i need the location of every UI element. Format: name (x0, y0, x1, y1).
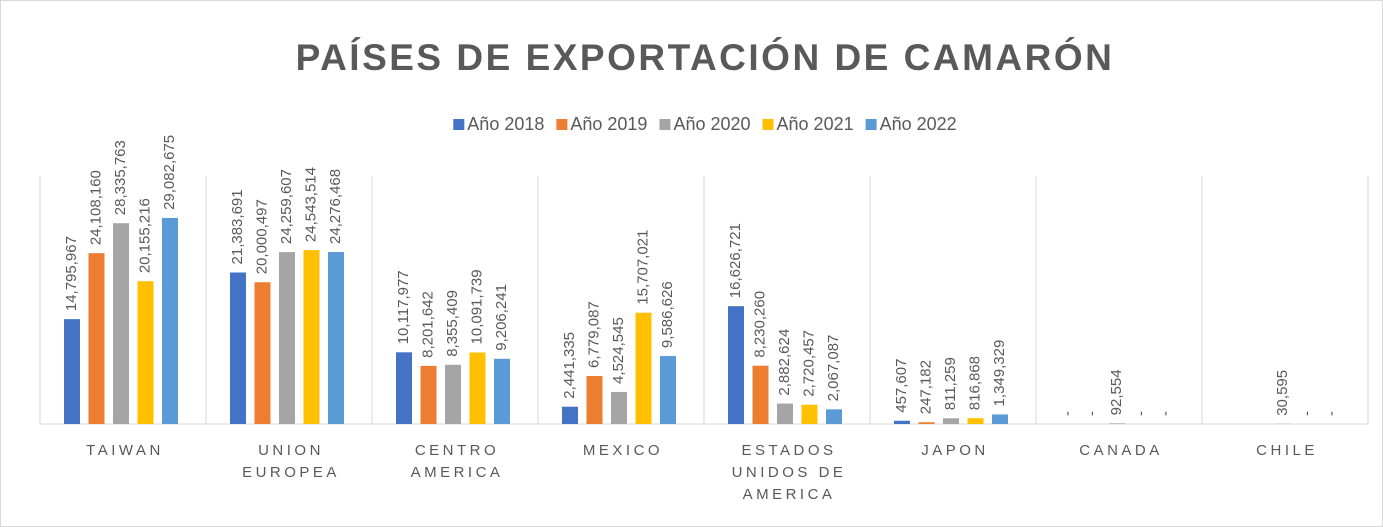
bar (967, 418, 984, 424)
bar (826, 409, 842, 424)
x-tick-label: MEXICO (582, 442, 664, 459)
bar (586, 375, 603, 424)
x-tick-label: ESTADOS UNIDOS DE AMERICA (731, 442, 847, 503)
data-label: - (1059, 411, 1076, 416)
data-label: 20,155,216 (136, 198, 153, 273)
data-label: - (1083, 411, 1100, 416)
bar (562, 406, 578, 424)
bar (611, 391, 627, 424)
data-label: 30,595 (1274, 370, 1291, 416)
data-label: 20,000,497 (253, 199, 270, 274)
data-label: 24,543,514 (302, 167, 319, 242)
x-tick-label: TAIWAN (86, 442, 164, 459)
bar (113, 223, 129, 424)
data-label: 24,276,468 (327, 169, 344, 244)
data-label: 24,259,607 (278, 169, 295, 244)
data-label: 1,349,329 (991, 340, 1008, 407)
data-label: 6,779,087 (585, 301, 602, 368)
data-label: 9,206,241 (493, 284, 510, 351)
bar (801, 404, 818, 424)
data-label: 92,554 (1108, 369, 1125, 415)
data-label: 10,091,739 (468, 269, 485, 344)
data-label: 14,795,967 (63, 236, 80, 311)
data-label: 2,720,457 (800, 330, 817, 397)
bar (992, 414, 1008, 424)
legend-swatch (556, 119, 568, 130)
data-label: 28,335,763 (112, 140, 129, 215)
bar (137, 281, 154, 424)
x-tick-label: CHILE (1256, 442, 1318, 459)
data-label: 24,108,160 (87, 170, 104, 245)
data-label: 8,230,260 (751, 291, 768, 358)
data-label: 9,586,626 (659, 281, 676, 348)
data-label: 8,355,409 (444, 290, 461, 357)
data-label: 2,067,087 (825, 335, 842, 402)
bar (230, 272, 246, 424)
legend-label: Año 2018 (467, 114, 544, 134)
bar (469, 352, 486, 424)
data-label: 457,607 (893, 359, 910, 413)
bar (943, 418, 959, 424)
bar (88, 253, 105, 424)
legend-label: Año 2021 (777, 114, 854, 134)
chart-title: PAÍSES DE EXPORTACIÓN DE CAMARÓN (296, 36, 1115, 78)
legend-swatch (453, 119, 465, 130)
legend-label: Año 2019 (570, 114, 647, 134)
data-label: 247,182 (917, 360, 934, 414)
bar (918, 422, 935, 424)
x-tick-label: CANADA (1079, 442, 1163, 459)
legend-swatch (659, 119, 671, 130)
data-label: - (1323, 411, 1340, 416)
data-label: 2,441,335 (561, 332, 578, 399)
data-label: 816,868 (966, 356, 983, 410)
data-label: 21,383,691 (229, 189, 246, 264)
data-label: - (1132, 411, 1149, 416)
data-label: 8,201,642 (419, 291, 436, 358)
bar (162, 217, 178, 424)
bar (894, 420, 910, 424)
bar (728, 306, 744, 424)
data-label: - (1298, 411, 1315, 416)
bar (635, 312, 652, 424)
bar (445, 364, 461, 424)
bar (254, 282, 271, 424)
bar (303, 250, 320, 424)
data-label: - (1157, 411, 1174, 416)
bar (64, 319, 80, 424)
bar (752, 365, 769, 424)
data-label: 4,524,545 (610, 317, 627, 384)
bar (777, 403, 793, 424)
data-label: 10,117,977 (395, 270, 412, 344)
bar (420, 365, 437, 424)
data-label: 16,626,721 (727, 223, 744, 298)
x-tick-label: UNION EUROPEA (242, 442, 340, 481)
legend-label: Año 2022 (880, 114, 957, 134)
legend-label: Año 2020 (673, 114, 750, 134)
bar (494, 358, 510, 424)
x-tick-label: CENTRO AMERICA (410, 442, 504, 481)
bar (660, 356, 676, 424)
bar (328, 251, 344, 424)
bar (279, 252, 295, 424)
legend-swatch (865, 119, 877, 130)
data-label: 15,707,021 (634, 230, 651, 305)
legend-swatch (762, 119, 774, 130)
data-label: 29,082,675 (161, 135, 178, 210)
bar (396, 352, 412, 424)
data-label: 811,259 (942, 357, 959, 410)
bar (1109, 423, 1125, 424)
x-tick-label: JAPON (921, 442, 989, 459)
data-label: 2,882,624 (776, 329, 793, 396)
